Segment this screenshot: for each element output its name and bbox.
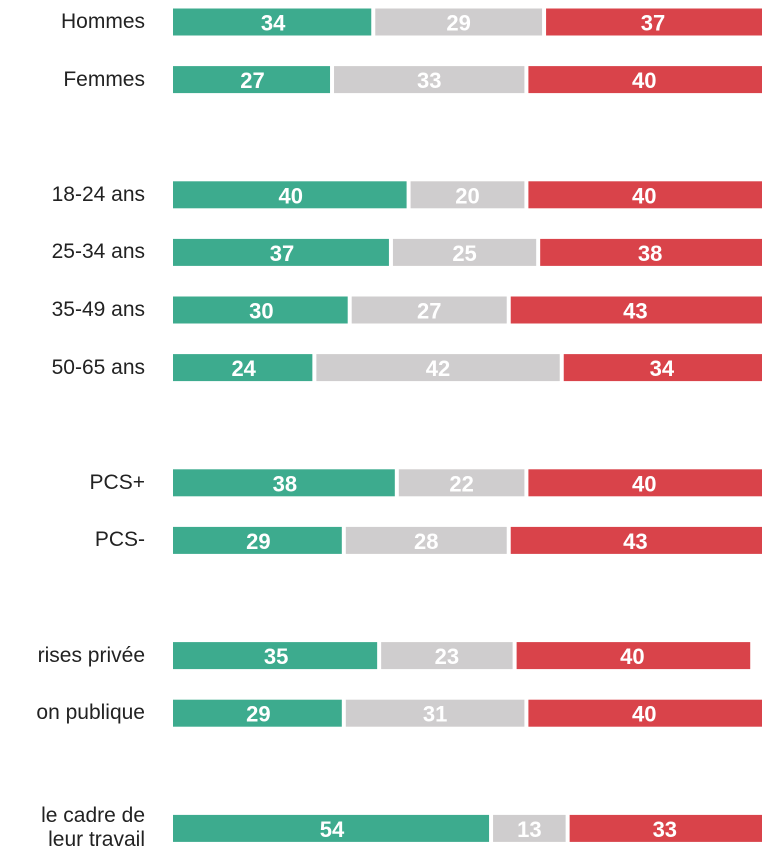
value-label: 40 (632, 471, 656, 496)
bar-segment (528, 469, 762, 497)
value-label: 34 (650, 356, 675, 381)
value-label: 30 (249, 299, 273, 324)
value-label: 27 (417, 299, 441, 324)
bar-segment (510, 296, 762, 324)
value-label: 37 (641, 11, 665, 36)
bar-segment (173, 354, 313, 382)
value-label: 37 (270, 241, 294, 266)
category-label: on publique (36, 701, 145, 725)
bar-segment (493, 814, 566, 842)
bar-segment (528, 181, 762, 209)
category-label: rises privée (37, 643, 145, 667)
bar-segment (345, 699, 525, 727)
category-label: Hommes (60, 10, 145, 33)
bar-segment (173, 66, 331, 94)
value-label: 24 (231, 356, 256, 381)
value-label: 40 (620, 644, 644, 669)
bar-segment (173, 642, 378, 670)
value-label: 29 (246, 529, 270, 554)
value-label: 38 (638, 241, 662, 266)
category-label: le cadre de leur travail (41, 804, 145, 852)
bar-segment (381, 642, 513, 670)
value-label: 54 (320, 817, 345, 842)
category-label: 25-34 ans (51, 240, 145, 264)
value-label: 31 (423, 702, 447, 727)
value-label: 29 (446, 11, 470, 36)
bar-segment (173, 469, 395, 497)
value-label: 13 (517, 817, 541, 842)
value-label: 43 (623, 529, 647, 554)
category-label: 50-65 ans (51, 355, 145, 379)
value-label: 22 (449, 471, 473, 496)
category-label: 35-49 ans (51, 298, 145, 321)
bar-segment (563, 354, 762, 382)
value-label: 20 (455, 183, 479, 208)
value-label: 35 (264, 644, 288, 669)
value-label: 33 (653, 817, 677, 842)
category-label: PCS- (94, 528, 145, 552)
bar-segment (351, 296, 507, 324)
bar-segment (375, 8, 543, 36)
category-label: PCS+ (89, 470, 145, 494)
value-label: 40 (632, 702, 656, 727)
value-label: 27 (240, 68, 264, 93)
bar-segment (316, 354, 560, 382)
bar-segment (173, 814, 490, 842)
value-label: 38 (273, 471, 297, 496)
category-label: Femmes (63, 67, 145, 91)
value-label: 40 (632, 183, 656, 208)
bar-segment (540, 238, 762, 266)
bar-segment (173, 181, 407, 209)
bar-segment (173, 296, 348, 324)
value-label: 42 (426, 356, 450, 381)
bar-segment (173, 238, 389, 266)
value-label: 28 (414, 529, 438, 554)
value-label: 33 (417, 68, 441, 93)
bar-segment (528, 66, 762, 94)
bar-segment (345, 526, 507, 554)
value-label: 40 (632, 68, 656, 93)
bar-segment (546, 8, 762, 36)
bar-segment (392, 238, 537, 266)
value-label: 23 (435, 644, 459, 669)
value-label: 34 (261, 11, 286, 36)
value-label: 40 (279, 183, 303, 208)
bar-segment (173, 699, 342, 727)
bar-segment (173, 8, 372, 36)
bar-segment (173, 526, 342, 554)
bar-segment (334, 66, 525, 94)
value-label: 25 (452, 241, 476, 266)
category-label: 18-24 ans (51, 182, 145, 206)
value-label: 29 (246, 702, 270, 727)
bar-segment (516, 642, 751, 670)
bar-segment (398, 469, 525, 497)
bar-segment (510, 526, 762, 554)
bar-segment (569, 814, 762, 842)
bar-segment (528, 699, 762, 727)
bar-segment (410, 181, 525, 209)
value-label: 43 (623, 299, 647, 324)
